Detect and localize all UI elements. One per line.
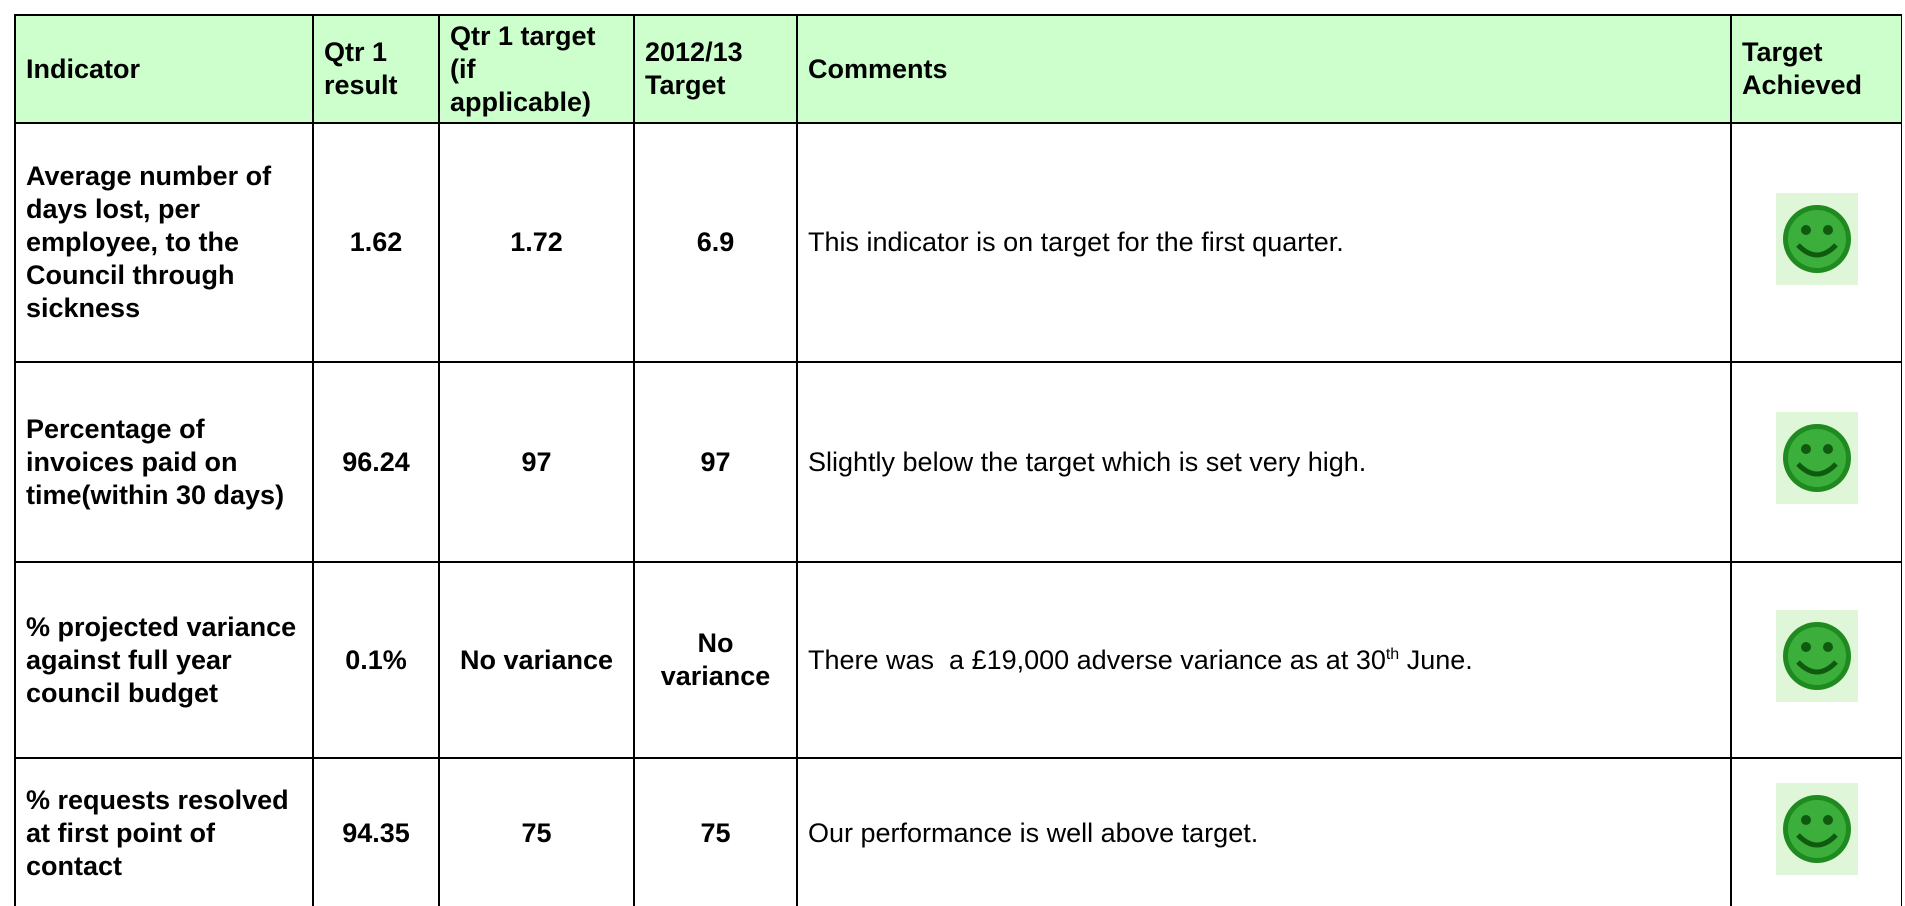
achieved-cell: [1730, 757, 1902, 906]
comment-text: th: [1385, 645, 1400, 663]
data-row: Average number of days lost, per employe…: [14, 122, 1902, 363]
value-cell: 1.72: [438, 122, 635, 363]
comment-text: There was a £19,000 adverse variance as …: [808, 644, 1386, 675]
comment-cell: Our performance is well above target.: [796, 757, 1732, 906]
comment-text: This indicator is on target for the firs…: [808, 227, 1344, 257]
smiley-icon: [1775, 610, 1858, 702]
indicator-cell: % projected variance against full year c…: [14, 561, 314, 759]
value-cell: 96.24: [312, 361, 440, 563]
value-cell: 94.35: [312, 757, 440, 906]
comment-cell: Slightly below the target which is set v…: [796, 361, 1732, 563]
value-cell: 6.9: [633, 122, 798, 363]
indicator-cell: Percentage of invoices paid on time(with…: [14, 361, 314, 563]
data-row: Percentage of invoices paid on time(with…: [14, 361, 1902, 563]
header-cell: Qtr 1 result: [312, 14, 440, 124]
header-cell: Qtr 1 target (if applicable): [438, 14, 635, 124]
smiley-icon: [1775, 192, 1858, 285]
comment-cell: This indicator is on target for the firs…: [796, 122, 1732, 363]
comment-text: June.: [1399, 644, 1473, 675]
smiley-icon: [1775, 783, 1858, 875]
indicator-cell: % requests resolved at first point of co…: [14, 757, 314, 906]
header-row: Indicator Qtr 1 result Qtr 1 target (if …: [14, 14, 1902, 124]
value-cell: 97: [633, 361, 798, 563]
comment-cell: There was a £19,000 adverse variance as …: [796, 561, 1732, 759]
comment-text: Slightly below the target which is set v…: [808, 446, 1367, 477]
indicator-cell: Average number of days lost, per employe…: [14, 122, 314, 363]
page: Indicator Qtr 1 result Qtr 1 target (if …: [14, 14, 1902, 906]
value-cell: 97: [438, 361, 635, 563]
header-cell: Indicator: [14, 14, 314, 124]
performance-table: Indicator Qtr 1 result Qtr 1 target (if …: [14, 14, 1902, 906]
achieved-cell: [1730, 122, 1902, 363]
value-cell: 1.62: [312, 122, 440, 363]
header-cell: Target Achieved: [1730, 14, 1902, 124]
achieved-cell: [1730, 361, 1902, 563]
value-cell: No variance: [633, 561, 798, 759]
value-cell: 75: [633, 757, 798, 906]
data-row: % projected variance against full year c…: [14, 561, 1902, 759]
comment-text: Our performance is well above target.: [808, 817, 1259, 848]
value-cell: No variance: [438, 561, 635, 759]
value-cell: 0.1%: [312, 561, 440, 759]
achieved-cell: [1730, 561, 1902, 759]
header-cell: 2012/13 Target: [633, 14, 798, 124]
data-row: % requests resolved at first point of co…: [14, 757, 1902, 906]
value-cell: 75: [438, 757, 635, 906]
header-cell: Comments: [796, 14, 1732, 124]
smiley-icon: [1775, 412, 1858, 504]
